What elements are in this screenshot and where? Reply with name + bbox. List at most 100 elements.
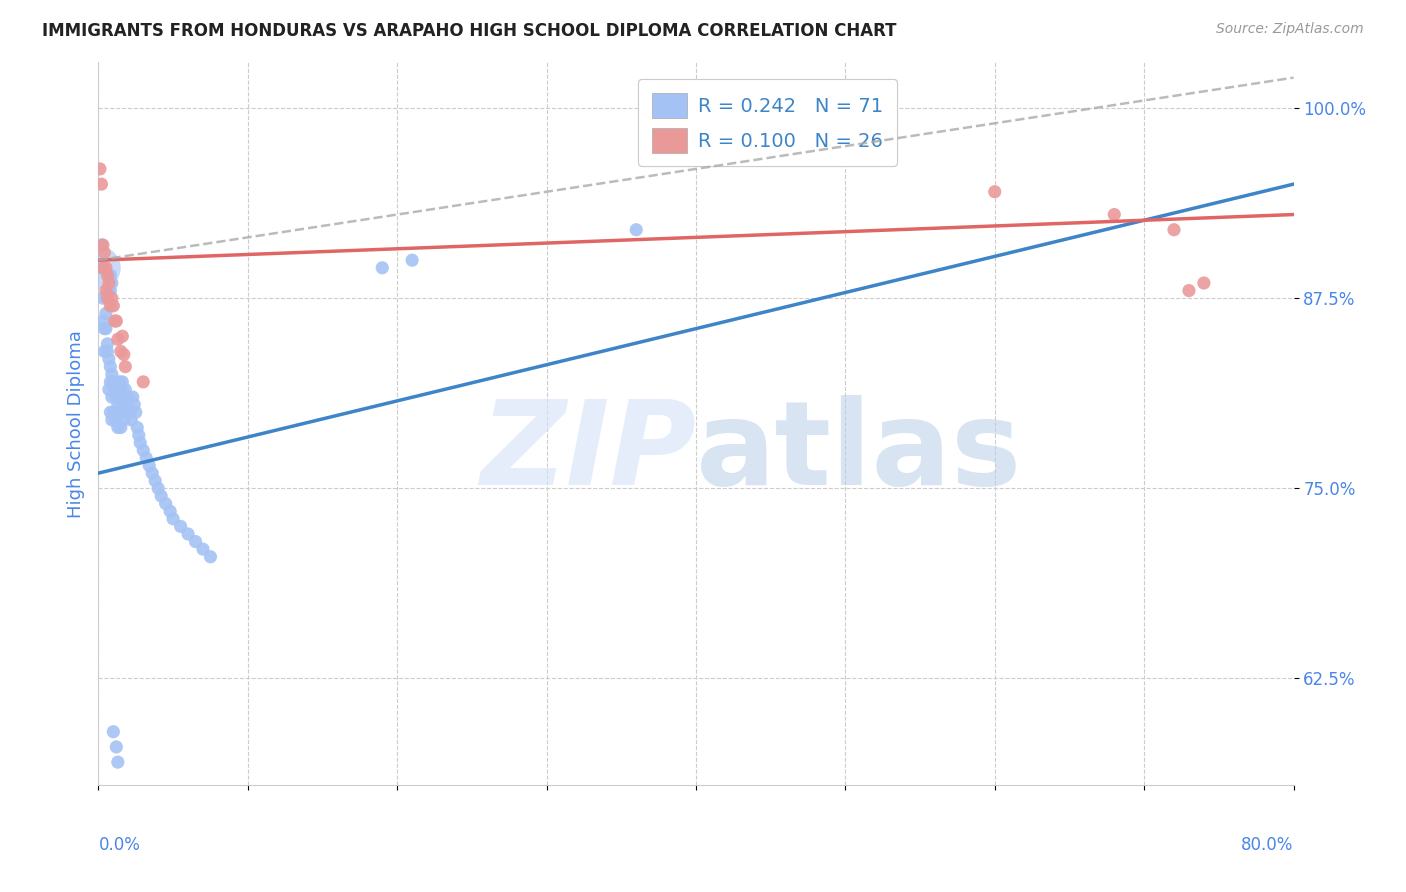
Point xyxy=(155,497,177,511)
Point xyxy=(91,238,114,252)
Point xyxy=(89,260,111,275)
Point xyxy=(105,314,128,328)
Point xyxy=(101,276,124,290)
Point xyxy=(94,284,117,298)
Point xyxy=(93,321,115,335)
Point xyxy=(101,390,124,404)
Point xyxy=(112,347,135,361)
Point xyxy=(132,375,155,389)
Point xyxy=(177,527,200,541)
Point xyxy=(98,284,122,298)
Point xyxy=(111,329,134,343)
Point xyxy=(107,332,129,346)
Point xyxy=(101,368,124,382)
Point xyxy=(110,344,132,359)
Point xyxy=(129,435,152,450)
Point xyxy=(111,398,134,412)
Point xyxy=(107,755,129,769)
Point xyxy=(98,268,122,283)
Point xyxy=(150,489,173,503)
Point xyxy=(96,344,118,359)
Legend: R = 0.242   N = 71, R = 0.100   N = 26: R = 0.242 N = 71, R = 0.100 N = 26 xyxy=(638,79,897,166)
Point xyxy=(128,428,150,442)
Point xyxy=(97,276,120,290)
Point xyxy=(1104,208,1126,222)
Point xyxy=(96,268,118,283)
Point xyxy=(401,253,423,268)
Point xyxy=(90,238,112,252)
Point xyxy=(101,413,124,427)
Point xyxy=(104,314,127,328)
Point xyxy=(112,390,135,404)
Point xyxy=(132,443,155,458)
Point xyxy=(91,314,114,328)
Point xyxy=(103,405,125,419)
Point xyxy=(114,405,136,419)
Point xyxy=(121,390,143,404)
Point xyxy=(96,336,118,351)
Point xyxy=(169,519,191,533)
Point xyxy=(110,383,132,397)
Point xyxy=(108,405,131,419)
Point xyxy=(184,534,207,549)
Point xyxy=(143,474,166,488)
Point xyxy=(1178,284,1201,298)
Point xyxy=(1163,223,1185,237)
Point xyxy=(114,383,136,397)
Point xyxy=(200,549,222,564)
Text: 0.0%: 0.0% xyxy=(98,836,141,854)
Point xyxy=(91,260,114,275)
Point xyxy=(125,405,148,419)
Point xyxy=(626,223,648,237)
Point xyxy=(90,177,112,191)
Point xyxy=(91,291,114,305)
Point xyxy=(108,375,131,389)
Point xyxy=(371,260,394,275)
Point xyxy=(96,291,118,305)
Point xyxy=(104,405,127,419)
Point xyxy=(105,390,128,404)
Point xyxy=(118,405,141,419)
Point xyxy=(98,405,122,419)
Point xyxy=(89,260,111,275)
Point xyxy=(97,383,120,397)
Point xyxy=(110,420,132,434)
Point xyxy=(94,260,117,275)
Point xyxy=(89,161,111,176)
Point xyxy=(984,185,1007,199)
Point xyxy=(98,375,122,389)
Point xyxy=(114,359,136,374)
Text: ZIP: ZIP xyxy=(479,395,696,510)
Point xyxy=(159,504,181,518)
Point xyxy=(138,458,160,473)
Point xyxy=(105,739,128,754)
Y-axis label: High School Diploma: High School Diploma xyxy=(66,330,84,517)
Point xyxy=(98,299,122,313)
Point xyxy=(112,413,135,427)
Point xyxy=(162,512,184,526)
Point xyxy=(93,344,115,359)
Point xyxy=(97,284,120,298)
Point xyxy=(101,291,124,305)
Point xyxy=(111,375,134,389)
Point xyxy=(1192,276,1215,290)
Point xyxy=(120,413,142,427)
Point xyxy=(141,466,163,480)
Point xyxy=(98,359,122,374)
Point xyxy=(127,420,149,434)
Point xyxy=(94,306,117,320)
Point xyxy=(124,398,146,412)
Point xyxy=(104,383,127,397)
Point xyxy=(93,245,115,260)
Text: Source: ZipAtlas.com: Source: ZipAtlas.com xyxy=(1216,22,1364,37)
Point xyxy=(103,724,125,739)
Text: IMMIGRANTS FROM HONDURAS VS ARAPAHO HIGH SCHOOL DIPLOMA CORRELATION CHART: IMMIGRANTS FROM HONDURAS VS ARAPAHO HIGH… xyxy=(42,22,897,40)
Point xyxy=(117,390,139,404)
Point xyxy=(191,542,214,557)
Point xyxy=(107,420,129,434)
Point xyxy=(115,398,138,412)
Point xyxy=(103,375,125,389)
Point xyxy=(148,481,170,495)
Point xyxy=(105,413,128,427)
Point xyxy=(103,299,125,313)
